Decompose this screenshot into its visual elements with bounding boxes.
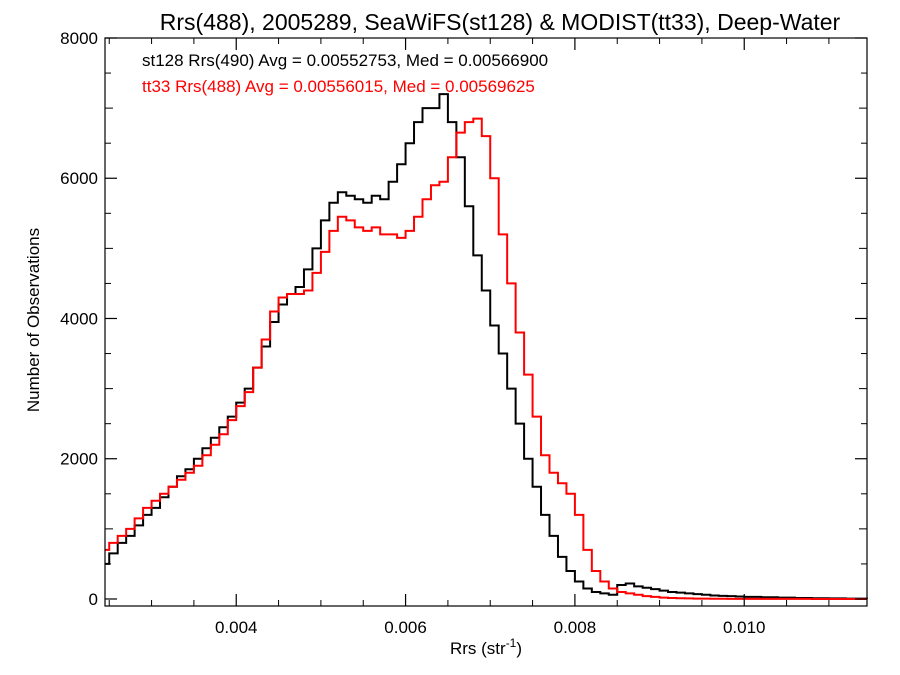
plot-frame — [104, 37, 868, 607]
series-layer — [105, 93, 868, 600]
y-tick-label: 6000 — [60, 169, 98, 188]
y-tick-label: 0 — [89, 590, 98, 609]
series-line-tt33 — [105, 117, 867, 600]
x-tick-label: 0.008 — [554, 618, 597, 637]
x-axis-label: Rrs (str-1) — [450, 636, 522, 658]
chart-title: Rrs(488), 2005289, SeaWiFS(st128) & MODI… — [160, 9, 841, 35]
y-tick-label: 2000 — [60, 450, 98, 469]
y-tick-label: 4000 — [60, 309, 98, 328]
x-tick-label: 0.006 — [384, 618, 427, 637]
x-tick-label: 0.004 — [215, 618, 258, 637]
y-tick-label: 8000 — [60, 29, 98, 48]
ticks-layer: 0.004 0.006 0.008 0.010 0 2000 4000 6000 8000 — [60, 29, 867, 637]
x-tick-label: 0.010 — [723, 618, 766, 637]
y-axis-label: Number of Observations — [24, 228, 43, 412]
legend-entry-st128: st128 Rrs(490) Avg = 0.00552753, Med = 0… — [142, 51, 548, 70]
series-line-st128 — [105, 93, 868, 600]
legend-entry-tt33: tt33 Rrs(488) Avg = 0.00556015, Med = 0.… — [142, 77, 535, 96]
